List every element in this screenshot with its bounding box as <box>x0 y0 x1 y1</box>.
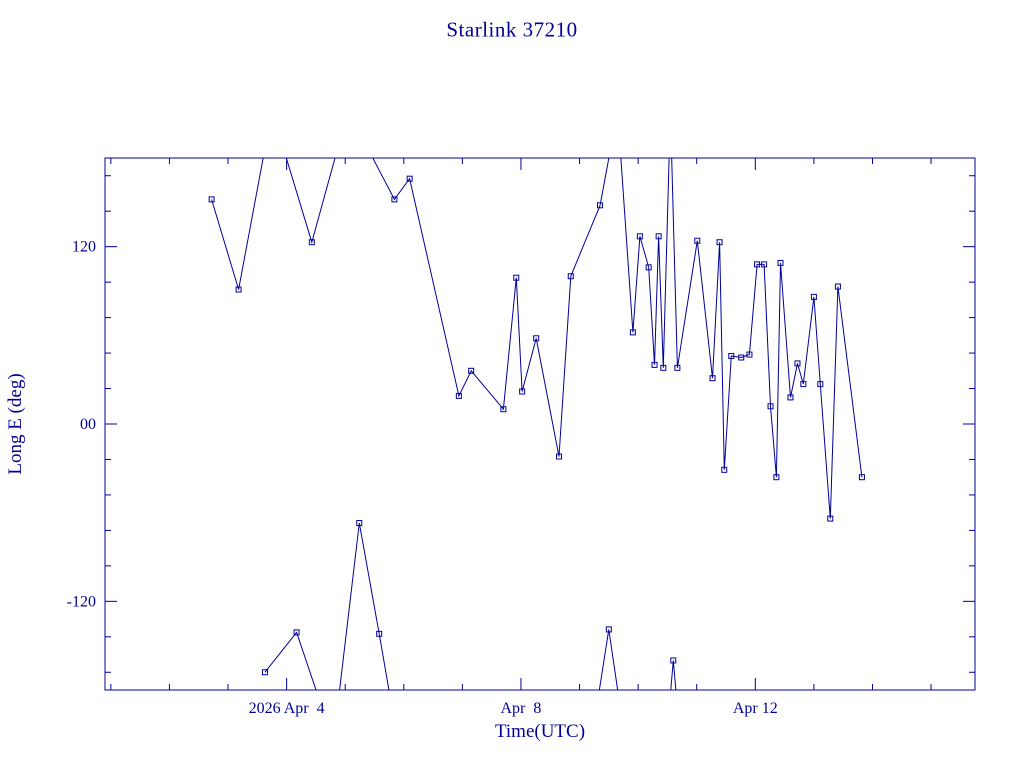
svg-text:Apr 8: Apr 8 <box>501 700 542 717</box>
chart-title: Starlink 37210 <box>446 17 578 42</box>
svg-text:Apr 12: Apr 12 <box>733 700 778 717</box>
y-axis-label: Long E (deg) <box>5 373 26 475</box>
tick-labels: 2026 Apr 4 Apr 8 Apr 12 120 00 -120 <box>67 239 778 717</box>
x-axis-label: Time(UTC) <box>494 721 586 742</box>
data-series <box>208 158 865 690</box>
svg-text:2026 Apr 4: 2026 Apr 4 <box>249 700 325 717</box>
svg-text:00: 00 <box>80 416 96 433</box>
svg-text:-120: -120 <box>67 593 96 610</box>
tick-marks <box>105 158 975 690</box>
axes-frame <box>104 157 976 691</box>
svg-text:120: 120 <box>72 239 96 256</box>
